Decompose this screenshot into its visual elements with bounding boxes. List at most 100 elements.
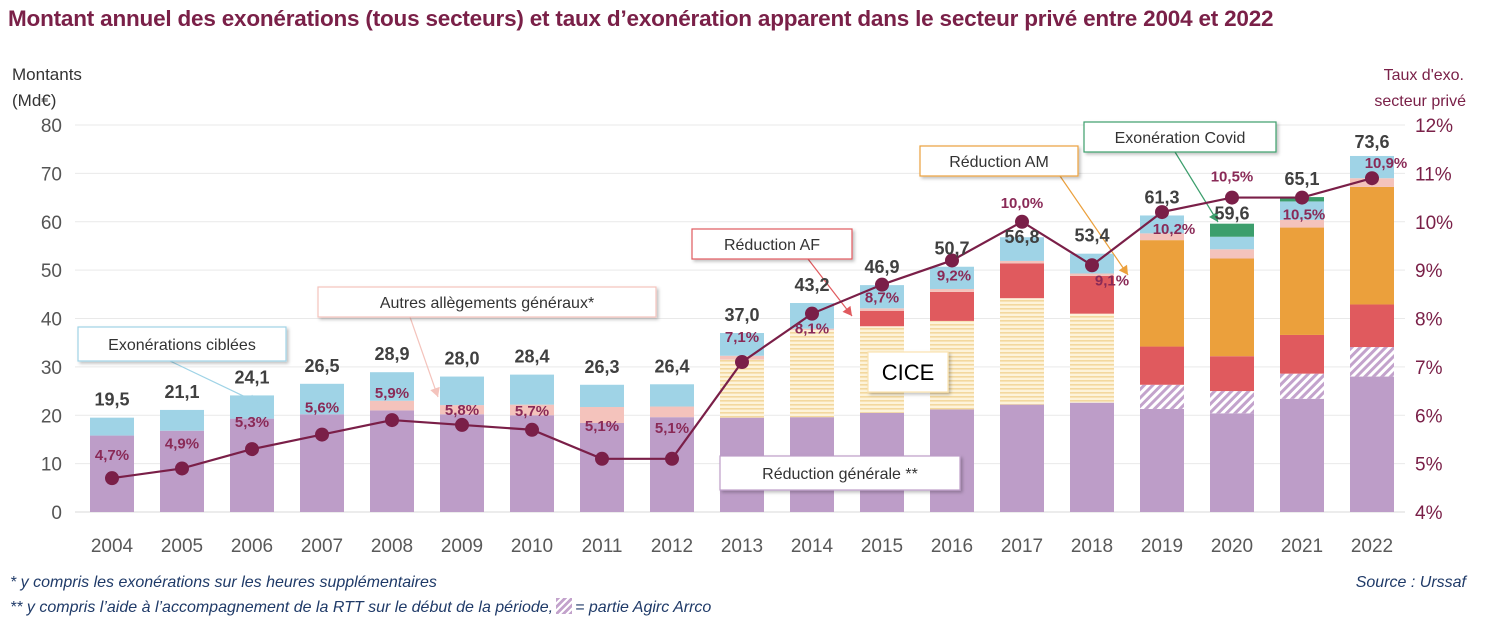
total-label: 59,6 bbox=[1214, 204, 1249, 224]
bar-segment-cice bbox=[790, 330, 834, 418]
x-axis: 2004 2005 2006 2007 2008 2009 2010 2011 2012 2013… bbox=[91, 536, 1393, 557]
annotation-arrowhead-icon bbox=[247, 394, 258, 404]
bar-segment-autres-all-gements-g-n-raux bbox=[1070, 273, 1114, 276]
annotation-label: Réduction générale ** bbox=[762, 466, 918, 483]
bar-segment-r-duction-g-n-rale bbox=[370, 410, 414, 512]
annotation-label: Autres allègements généraux* bbox=[380, 295, 594, 312]
rate-point bbox=[1295, 190, 1309, 205]
rate-point bbox=[945, 253, 959, 268]
total-labels: 19,5 21,1 24,1 26,5 28,9 28,0 28,4 26,3 26,4 37,0… bbox=[94, 132, 1389, 410]
axis-titles: Montants (Md€) Taux d'exo. secteur privé bbox=[12, 65, 1466, 110]
y2-tick-label: 9% bbox=[1415, 261, 1443, 282]
annotation-exon-ration-covid: Exonération Covid bbox=[1083, 121, 1277, 223]
bar-segment-r-duction-g-n-rale bbox=[1350, 376, 1394, 512]
x-tick-label: 2006 bbox=[231, 536, 273, 557]
bar-segment-autres-all-gements-g-n-raux bbox=[1210, 249, 1254, 259]
bar-segment-r-duction-am bbox=[1140, 240, 1184, 347]
rate-point bbox=[665, 451, 679, 466]
bar-segment-r-duction-af bbox=[1070, 275, 1114, 314]
y-axis-left: 0 10 20 30 40 50 60 70 80 bbox=[41, 116, 62, 524]
annotation-box bbox=[919, 145, 1079, 177]
rate-point bbox=[525, 422, 539, 437]
annotation-box bbox=[1083, 121, 1277, 153]
bar-segment-r-duction-g-n-rale bbox=[1280, 398, 1324, 512]
bar-segment-cice bbox=[1000, 298, 1044, 405]
annotation-arrow bbox=[807, 258, 853, 317]
rate-label: 10,5% bbox=[1211, 169, 1254, 186]
rate-point bbox=[1015, 214, 1029, 229]
x-tick-label: 2021 bbox=[1281, 536, 1323, 557]
rate-point bbox=[595, 451, 609, 466]
x-tick-label: 2015 bbox=[861, 536, 903, 557]
total-label: 24,1 bbox=[234, 367, 269, 387]
rate-label: 8,7% bbox=[865, 290, 899, 307]
rate-label: 10,2% bbox=[1153, 221, 1196, 238]
rate-label: 5,1% bbox=[655, 420, 689, 437]
annotation-arrow bbox=[1059, 175, 1129, 276]
bar-segment-r-duction-af bbox=[1350, 304, 1394, 348]
y-tick-label: 0 bbox=[51, 503, 62, 524]
bar-segment-exon-rations-cibl-es bbox=[440, 376, 484, 406]
footnote-2-legend: = partie Agirc Arrco bbox=[575, 599, 712, 616]
agirc-arrco-hatch-swatch-icon bbox=[556, 598, 573, 614]
bar-segment-r-duction-af bbox=[1210, 356, 1254, 392]
annotation-arrowhead-icon bbox=[1118, 264, 1128, 275]
rate-label: 5,3% bbox=[235, 414, 269, 431]
annotation-arrow bbox=[169, 360, 259, 404]
rate-label: 10,9% bbox=[1365, 155, 1408, 172]
bar-segment-partie-agirc-arrco bbox=[1210, 391, 1254, 414]
bar-segment-exon-rations-cibl-es bbox=[230, 395, 274, 419]
bar-segment-autres-all-gements-g-n-raux bbox=[580, 407, 624, 423]
bar-segment-exon-rations-cibl-es bbox=[720, 333, 764, 356]
rate-point bbox=[1085, 258, 1099, 273]
bar-segment-r-duction-af bbox=[930, 291, 974, 321]
footnote-1: * y compris les exonérations sur les heu… bbox=[10, 574, 437, 591]
y2-tick-label: 7% bbox=[1415, 358, 1443, 379]
stacked-bars bbox=[90, 155, 1394, 512]
y2-axis-title-line1: Taux d'exo. bbox=[1384, 67, 1464, 84]
annotation-arrowhead-icon bbox=[842, 305, 852, 316]
annotation-arrowhead-icon bbox=[1209, 211, 1218, 222]
y-tick-label: 10 bbox=[41, 455, 62, 476]
annotation-box bbox=[317, 286, 657, 318]
y-tick-label: 80 bbox=[41, 116, 62, 137]
annotation-label: CICE bbox=[882, 360, 935, 385]
bar-segment-exon-rations-cibl-es bbox=[860, 285, 904, 309]
y-axis-right: 4% 5% 6% 7% 8% 9% 10% 11% 12% bbox=[1415, 116, 1453, 524]
annotation-arrow bbox=[1174, 151, 1219, 223]
rate-label: 4,7% bbox=[95, 447, 129, 464]
bar-segment-autres-all-gements-g-n-raux bbox=[650, 406, 694, 418]
y2-tick-label: 12% bbox=[1415, 116, 1453, 137]
bar-segment-r-duction-g-n-rale bbox=[1140, 408, 1184, 512]
bar-segment-autres-all-gements-g-n-raux bbox=[860, 308, 904, 311]
total-label: 61,3 bbox=[1144, 187, 1179, 207]
bar-segment-autres-all-gements-g-n-raux bbox=[1140, 233, 1184, 241]
total-label: 37,0 bbox=[724, 305, 759, 325]
x-tick-label: 2019 bbox=[1141, 536, 1183, 557]
rate-point bbox=[735, 355, 749, 370]
rate-label: 9,1% bbox=[1095, 272, 1129, 289]
bar-segment-exon-rations-cibl-es bbox=[1350, 155, 1394, 179]
bar-segment-r-duction-g-n-rale bbox=[1210, 413, 1254, 512]
annotation-r-duction-af: Réduction AF bbox=[691, 228, 853, 317]
rate-line: 4,7% 4,9% 5,3% 5,6% 5,9% 5,8% 5,7% 5,1% 5,1% 7,1%… bbox=[95, 155, 1408, 486]
annotation-autres-all-gements-g-n-raux: Autres allègements généraux* bbox=[317, 286, 657, 398]
rate-point bbox=[175, 461, 189, 476]
rate-point bbox=[245, 442, 259, 457]
annotation-label: Exonérations ciblées bbox=[108, 337, 256, 354]
rate-point bbox=[455, 417, 469, 432]
bar-segment-exon-ration-covid bbox=[1210, 223, 1254, 237]
rate-label: 10,5% bbox=[1283, 207, 1326, 224]
bar-segment-autres-all-gements-g-n-raux bbox=[1280, 219, 1324, 228]
y-tick-label: 40 bbox=[41, 310, 62, 331]
annotation-arrowhead-icon bbox=[430, 386, 440, 397]
footnote-2: ** y compris l’aide à l’accompagnement d… bbox=[10, 598, 711, 617]
x-tick-label: 2016 bbox=[931, 536, 973, 557]
rate-label: 8,1% bbox=[795, 321, 829, 338]
annotation-label: Réduction AF bbox=[724, 237, 820, 254]
bar-segment-r-duction-af bbox=[1280, 334, 1324, 374]
rate-label: 5,1% bbox=[585, 418, 619, 435]
bar-segment-r-duction-af bbox=[860, 310, 904, 327]
annotations: Exonérations ciblées Autres allègements g… bbox=[77, 121, 1277, 491]
annotation-label: Exonération Covid bbox=[1115, 130, 1246, 147]
